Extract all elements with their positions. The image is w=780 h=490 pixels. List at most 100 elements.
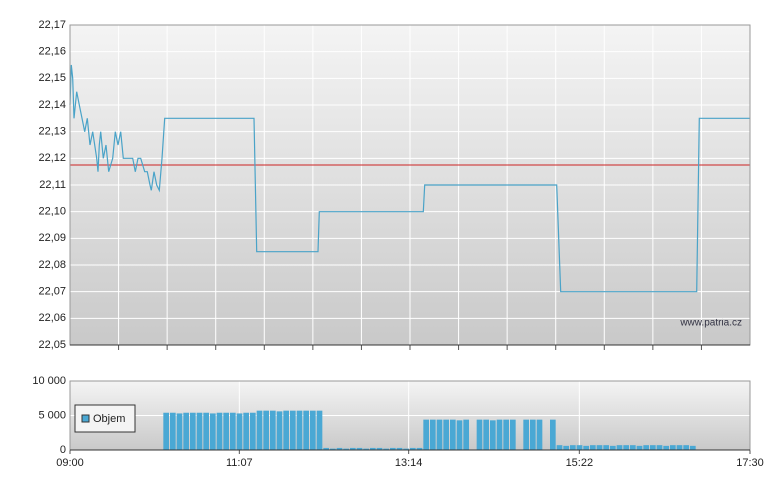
volume-bar	[356, 447, 363, 450]
volume-bar	[230, 412, 236, 450]
y-tick-label: 22,07	[38, 286, 66, 298]
volume-bar	[363, 448, 369, 450]
volume-bar	[436, 419, 443, 450]
volume-bar	[410, 447, 416, 450]
volume-bar	[416, 447, 423, 450]
volume-bar	[690, 445, 696, 450]
volume-bar	[450, 419, 456, 450]
y-tick-label: 22,16	[38, 46, 66, 58]
volume-bar	[623, 445, 629, 450]
volume-bar	[316, 410, 323, 450]
legend-label: Objem	[93, 413, 125, 425]
volume-bar	[350, 447, 356, 450]
x-tick-label: 15:22	[566, 457, 594, 469]
volume-bar	[670, 445, 676, 450]
volume-bar	[476, 419, 483, 450]
watermark: www.patria.cz	[679, 318, 742, 329]
volume-bar	[396, 447, 403, 450]
y-tick-label: 22,14	[38, 99, 66, 111]
legend-swatch	[81, 414, 90, 423]
volume-bar	[430, 419, 436, 450]
y-tick-label: 0	[60, 444, 66, 456]
volume-bar	[276, 411, 283, 450]
y-tick-label: 22,12	[38, 152, 66, 164]
volume-bar	[576, 445, 583, 450]
volume-bar	[176, 413, 183, 450]
x-tick-label: 13:14	[395, 457, 423, 469]
y-tick-label: 5 000	[38, 409, 66, 421]
volume-bar	[636, 445, 643, 450]
volume-bar	[303, 410, 309, 450]
volume-bar	[523, 419, 529, 450]
volume-bar	[343, 448, 349, 450]
y-tick-label: 22,08	[38, 259, 66, 271]
volume-bar	[683, 445, 689, 450]
volume-bar	[503, 419, 509, 450]
y-tick-label: 22,11	[39, 179, 66, 191]
volume-bar	[616, 445, 623, 450]
volume-bar	[223, 412, 229, 450]
volume-bar	[370, 447, 376, 450]
volume-bar	[536, 419, 543, 450]
volume-bar	[556, 445, 563, 450]
volume-bar	[390, 447, 396, 450]
volume-bar	[323, 447, 329, 450]
volume-bar	[190, 412, 196, 450]
volume-bar	[403, 448, 409, 450]
volume-bar	[490, 420, 496, 450]
y-tick-label: 10 000	[32, 375, 66, 387]
volume-bar	[310, 410, 316, 450]
volume-bar	[510, 419, 516, 450]
y-tick-label: 22,10	[38, 206, 66, 218]
x-tick-label: 11:07	[226, 457, 253, 469]
volume-bar	[656, 445, 663, 450]
volume-bar	[650, 445, 656, 450]
volume-bar	[676, 445, 683, 450]
volume-bar	[163, 412, 169, 450]
x-tick-label: 17:30	[736, 457, 764, 469]
volume-bar	[336, 447, 343, 450]
volume-bar	[376, 447, 383, 450]
volume-bar	[663, 445, 669, 450]
volume-bar	[383, 448, 389, 450]
volume-bar	[563, 445, 569, 450]
volume-bar	[583, 445, 589, 450]
volume-bar	[203, 412, 209, 450]
volume-bar	[610, 445, 616, 450]
volume-bar	[283, 410, 289, 450]
volume-bar	[603, 445, 609, 450]
y-tick-label: 22,06	[38, 312, 66, 324]
volume-bar	[550, 419, 556, 450]
y-tick-label: 22,13	[38, 126, 66, 138]
volume-bar	[496, 419, 503, 450]
volume-bar	[463, 419, 469, 450]
volume-bar	[250, 412, 256, 450]
y-tick-label: 22,09	[38, 232, 66, 244]
volume-bar	[196, 412, 203, 450]
volume-bar	[183, 412, 189, 450]
volume-bar	[483, 419, 489, 450]
y-tick-label: 22,17	[38, 19, 66, 31]
volume-bar	[243, 412, 249, 450]
volume-bar	[263, 410, 269, 450]
x-tick-label: 09:00	[56, 457, 84, 469]
volume-bar	[296, 410, 303, 450]
volume-bar	[170, 412, 176, 450]
volume-bar	[290, 410, 296, 450]
volume-bar	[643, 445, 649, 450]
volume-bar	[530, 419, 536, 450]
volume-bar	[210, 413, 216, 450]
volume-bar	[590, 445, 596, 450]
volume-bar	[630, 445, 636, 450]
volume-bar	[570, 445, 576, 450]
volume-bar	[443, 419, 449, 450]
volume-bar	[236, 413, 243, 450]
volume-bar	[596, 445, 603, 450]
volume-bar	[256, 410, 263, 450]
volume-bar	[270, 410, 276, 450]
y-tick-label: 22,05	[38, 339, 66, 351]
volume-bar	[330, 448, 336, 450]
volume-bar	[456, 420, 463, 450]
volume-bar	[216, 412, 223, 450]
